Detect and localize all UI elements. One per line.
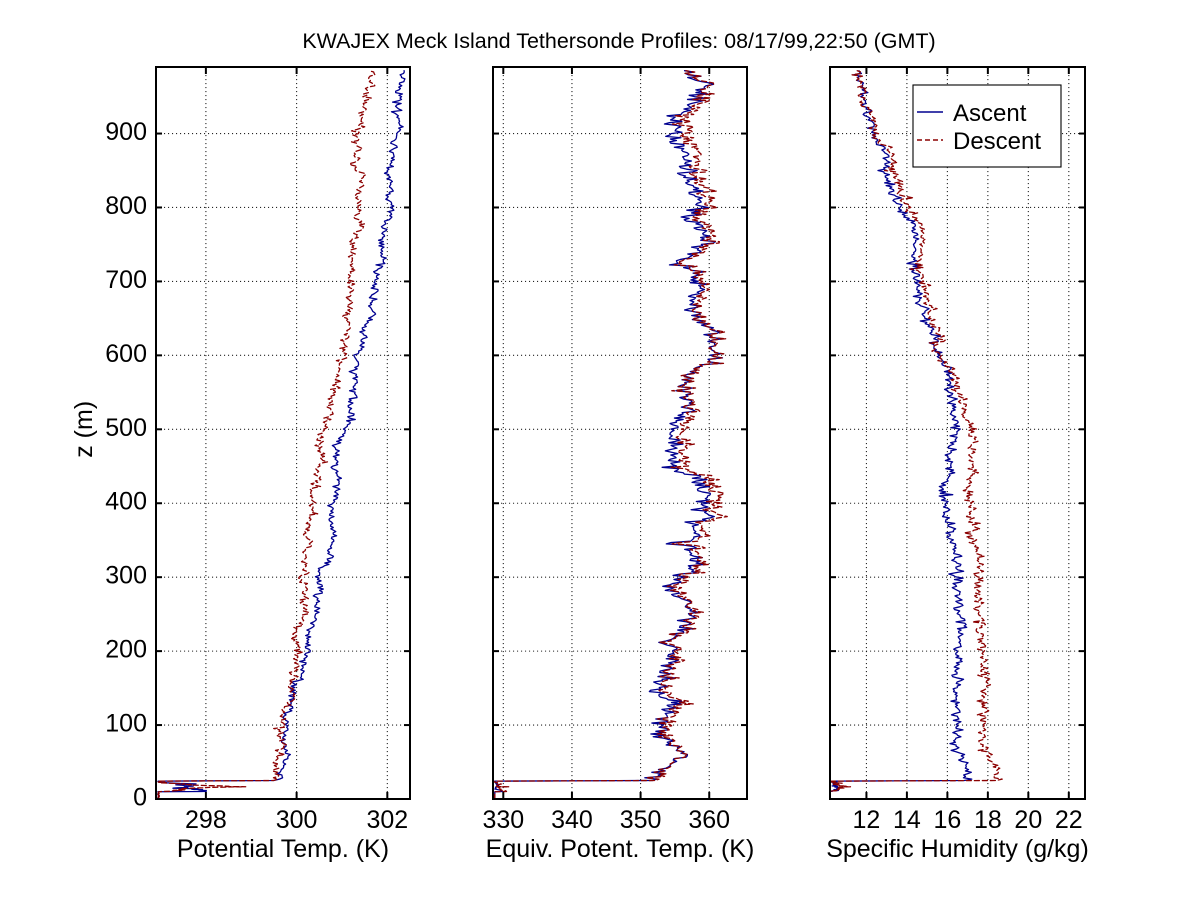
- svg-text:900: 900: [105, 118, 147, 146]
- svg-text:360: 360: [688, 806, 730, 834]
- svg-text:300: 300: [105, 562, 147, 590]
- svg-text:14: 14: [893, 806, 921, 834]
- svg-text:200: 200: [105, 636, 147, 664]
- svg-text:Descent: Descent: [953, 128, 1041, 155]
- svg-text:302: 302: [366, 806, 408, 834]
- svg-text:298: 298: [185, 806, 227, 834]
- svg-text:z (m): z (m): [70, 401, 98, 458]
- svg-text:400: 400: [105, 488, 147, 516]
- svg-text:20: 20: [1014, 806, 1042, 834]
- svg-text:350: 350: [620, 806, 662, 834]
- svg-text:100: 100: [105, 710, 147, 738]
- svg-text:700: 700: [105, 266, 147, 294]
- svg-text:500: 500: [105, 414, 147, 442]
- svg-text:16: 16: [933, 806, 961, 834]
- svg-text:12: 12: [853, 806, 881, 834]
- svg-text:Potential Temp. (K): Potential Temp. (K): [177, 835, 389, 863]
- svg-text:330: 330: [482, 806, 524, 834]
- svg-text:KWAJEX Meck Island Tethersonde: KWAJEX Meck Island Tethersonde Profiles:…: [302, 29, 935, 53]
- svg-text:800: 800: [105, 192, 147, 220]
- svg-text:22: 22: [1055, 806, 1083, 834]
- svg-text:300: 300: [276, 806, 318, 834]
- svg-text:600: 600: [105, 340, 147, 368]
- svg-text:340: 340: [551, 806, 593, 834]
- svg-text:Equiv. Potent. Temp. (K): Equiv. Potent. Temp. (K): [486, 835, 755, 863]
- svg-text:0: 0: [133, 784, 147, 812]
- svg-text:Specific Humidity (g/kg): Specific Humidity (g/kg): [826, 835, 1089, 863]
- svg-text:Ascent: Ascent: [953, 100, 1027, 127]
- svg-text:18: 18: [974, 806, 1002, 834]
